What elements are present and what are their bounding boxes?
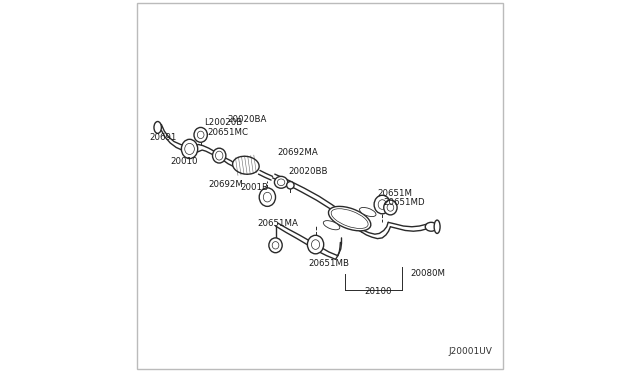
- Text: 2001B: 2001B: [240, 183, 268, 192]
- Ellipse shape: [384, 200, 397, 215]
- Ellipse shape: [323, 221, 340, 230]
- Text: 20651MB: 20651MB: [308, 259, 349, 268]
- Ellipse shape: [181, 139, 198, 158]
- Text: 20651MA: 20651MA: [257, 219, 298, 228]
- Ellipse shape: [307, 235, 324, 254]
- Text: 20651MD: 20651MD: [383, 198, 424, 207]
- Text: 20020BA: 20020BA: [227, 115, 267, 124]
- Ellipse shape: [287, 182, 294, 189]
- Text: 20020BB: 20020BB: [289, 167, 328, 176]
- Ellipse shape: [259, 188, 276, 206]
- Ellipse shape: [269, 238, 282, 253]
- Ellipse shape: [328, 206, 371, 231]
- Ellipse shape: [154, 122, 161, 134]
- Text: J20001UV: J20001UV: [449, 347, 492, 356]
- Text: 20651M: 20651M: [378, 189, 412, 198]
- Ellipse shape: [425, 222, 437, 231]
- Ellipse shape: [194, 128, 207, 142]
- Text: L20020B: L20020B: [204, 119, 243, 128]
- Ellipse shape: [374, 195, 390, 214]
- Text: 20080M: 20080M: [411, 269, 446, 278]
- Text: 20100: 20100: [364, 287, 392, 296]
- Text: 20651MC: 20651MC: [207, 128, 248, 137]
- Ellipse shape: [360, 208, 376, 217]
- Ellipse shape: [275, 176, 288, 188]
- Ellipse shape: [212, 148, 226, 163]
- Text: 20692MA: 20692MA: [277, 148, 318, 157]
- Ellipse shape: [232, 156, 259, 174]
- Text: 20692M: 20692M: [209, 180, 244, 189]
- Text: 20010: 20010: [170, 157, 197, 166]
- Ellipse shape: [434, 220, 440, 234]
- Text: 20691: 20691: [150, 133, 177, 142]
